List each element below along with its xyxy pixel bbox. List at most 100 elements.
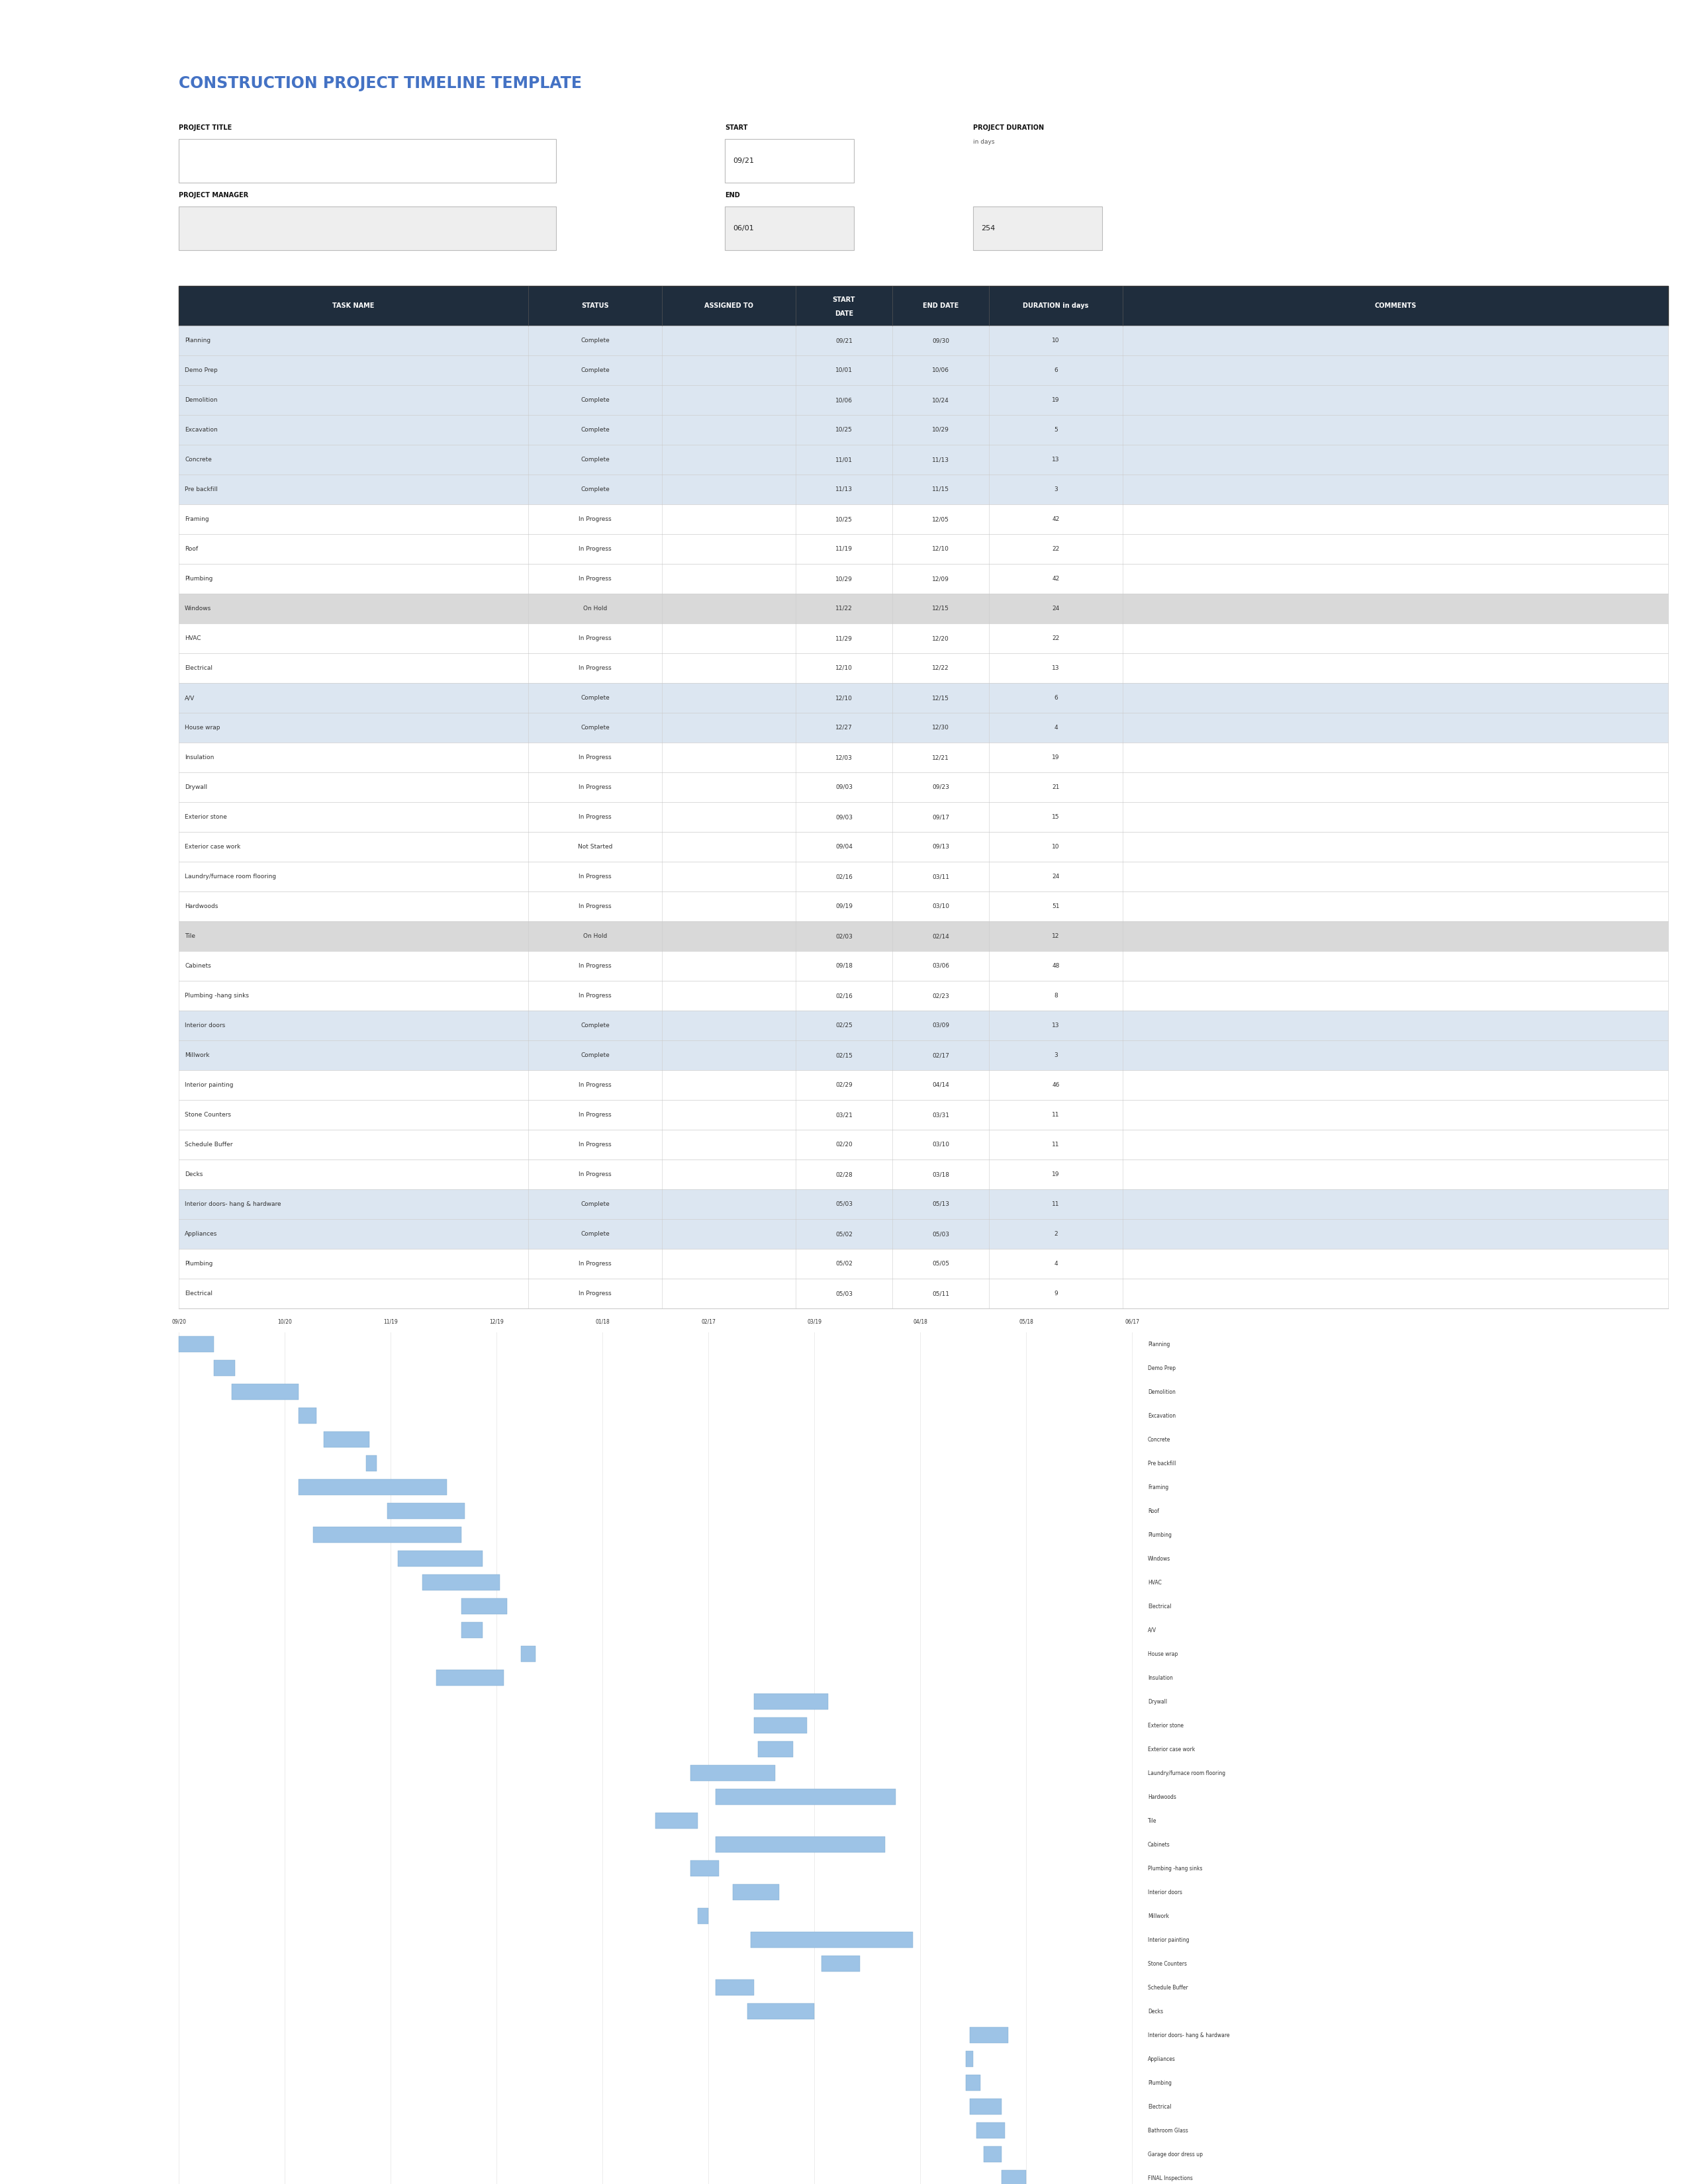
Text: 42: 42: [1052, 577, 1060, 581]
Text: Electrical: Electrical: [1148, 2103, 1171, 2110]
Text: 12/10: 12/10: [836, 695, 852, 701]
Text: Plumbing: Plumbing: [1148, 2079, 1171, 2086]
Text: HVAC: HVAC: [184, 636, 201, 642]
Text: 12: 12: [1052, 933, 1060, 939]
Text: Concrete: Concrete: [184, 456, 211, 463]
Text: HVAC: HVAC: [1148, 1579, 1161, 1586]
Bar: [179, 563, 1668, 594]
Bar: [324, 1431, 370, 1448]
Text: 11/29: 11/29: [836, 636, 852, 642]
Bar: [214, 1361, 235, 1376]
Bar: [437, 1671, 503, 1686]
Text: 11/15: 11/15: [932, 487, 949, 491]
Bar: [179, 653, 1668, 684]
Text: 02/15: 02/15: [836, 1053, 852, 1059]
Text: 10/20: 10/20: [277, 1319, 292, 1324]
Text: 10/29: 10/29: [836, 577, 852, 581]
Bar: [387, 1503, 464, 1518]
Text: Interior painting: Interior painting: [1148, 1937, 1190, 1944]
Text: Schedule Buffer: Schedule Buffer: [1148, 1985, 1188, 1990]
Text: 02/16: 02/16: [836, 994, 852, 998]
Text: 05/18: 05/18: [1020, 1319, 1033, 1324]
Text: 02/23: 02/23: [932, 994, 949, 998]
Text: Complete: Complete: [581, 1053, 609, 1059]
Text: 12/03: 12/03: [836, 753, 852, 760]
Bar: [716, 1837, 885, 1852]
Text: 4: 4: [1053, 725, 1058, 732]
Text: 22: 22: [1052, 636, 1060, 642]
Text: Cabinets: Cabinets: [184, 963, 211, 970]
Bar: [733, 1885, 778, 1900]
Text: Framing: Framing: [1148, 1485, 1168, 1489]
Text: 02/14: 02/14: [932, 933, 949, 939]
Text: Excavation: Excavation: [184, 426, 218, 432]
Text: 09/04: 09/04: [836, 843, 852, 850]
Text: 12/19: 12/19: [490, 1319, 503, 1324]
Text: 11/19: 11/19: [383, 1319, 398, 1324]
Text: Exterior stone: Exterior stone: [184, 815, 226, 819]
Text: Complete: Complete: [581, 487, 609, 491]
Text: Complete: Complete: [581, 456, 609, 463]
Text: Exterior stone: Exterior stone: [1148, 1723, 1183, 1728]
Text: Pre backfill: Pre backfill: [1148, 1461, 1177, 1465]
Text: 09/13: 09/13: [932, 843, 949, 850]
Text: 05/03: 05/03: [836, 1291, 852, 1297]
Text: 10: 10: [1052, 339, 1060, 343]
Text: Interior doors: Interior doors: [184, 1022, 225, 1029]
Text: Complete: Complete: [581, 339, 609, 343]
Text: 46: 46: [1052, 1081, 1060, 1088]
Text: Windows: Windows: [184, 605, 211, 612]
Bar: [724, 207, 854, 251]
Text: 13: 13: [1052, 456, 1060, 463]
Text: 11/13: 11/13: [836, 487, 852, 491]
Bar: [179, 832, 1668, 863]
Text: 05/11: 05/11: [932, 1291, 949, 1297]
Text: 02/17: 02/17: [701, 1319, 716, 1324]
Text: PROJECT DURATION: PROJECT DURATION: [972, 124, 1043, 131]
Text: END: END: [724, 192, 739, 199]
Text: 21: 21: [1052, 784, 1060, 791]
Text: Roof: Roof: [1148, 1507, 1160, 1514]
Text: A/V: A/V: [184, 695, 194, 701]
Bar: [179, 743, 1668, 773]
Text: Tile: Tile: [184, 933, 196, 939]
Text: In Progress: In Progress: [579, 815, 611, 819]
Text: In Progress: In Progress: [579, 1081, 611, 1088]
Bar: [179, 384, 1668, 415]
Text: Decks: Decks: [1148, 2009, 1163, 2014]
Text: 06/17: 06/17: [1124, 1319, 1139, 1324]
Text: In Progress: In Progress: [579, 666, 611, 670]
Bar: [748, 2003, 814, 2020]
Bar: [179, 505, 1668, 535]
Text: 09/20: 09/20: [172, 1319, 186, 1324]
Text: 03/19: 03/19: [807, 1319, 822, 1324]
Text: Plumbing: Plumbing: [184, 577, 213, 581]
Text: 12/20: 12/20: [932, 636, 949, 642]
Text: Interior doors- hang & hardware: Interior doors- hang & hardware: [1148, 2031, 1229, 2038]
Bar: [179, 1337, 214, 1352]
Text: Decks: Decks: [184, 1171, 203, 1177]
Text: 10/25: 10/25: [836, 426, 852, 432]
Text: Electrical: Electrical: [1148, 1603, 1171, 1610]
Text: 5: 5: [1053, 426, 1058, 432]
Text: 19: 19: [1052, 397, 1060, 404]
Text: House wrap: House wrap: [184, 725, 219, 732]
Text: In Progress: In Progress: [579, 546, 611, 553]
Text: 6: 6: [1053, 367, 1058, 373]
Bar: [179, 594, 1668, 622]
Text: Stone Counters: Stone Counters: [184, 1112, 231, 1118]
Text: In Progress: In Progress: [579, 753, 611, 760]
Text: Interior doors- hang & hardware: Interior doors- hang & hardware: [184, 1201, 282, 1208]
Text: 42: 42: [1052, 515, 1060, 522]
Text: 03/11: 03/11: [932, 874, 949, 880]
Bar: [724, 140, 854, 183]
Bar: [758, 1741, 793, 1758]
Text: 09/19: 09/19: [836, 904, 852, 909]
Bar: [716, 1789, 895, 1804]
Text: Complete: Complete: [581, 1022, 609, 1029]
Text: House wrap: House wrap: [1148, 1651, 1178, 1658]
Text: 11: 11: [1052, 1201, 1060, 1208]
Bar: [977, 2123, 1004, 2138]
Text: 12/27: 12/27: [836, 725, 852, 732]
Text: 03/10: 03/10: [932, 1142, 949, 1147]
